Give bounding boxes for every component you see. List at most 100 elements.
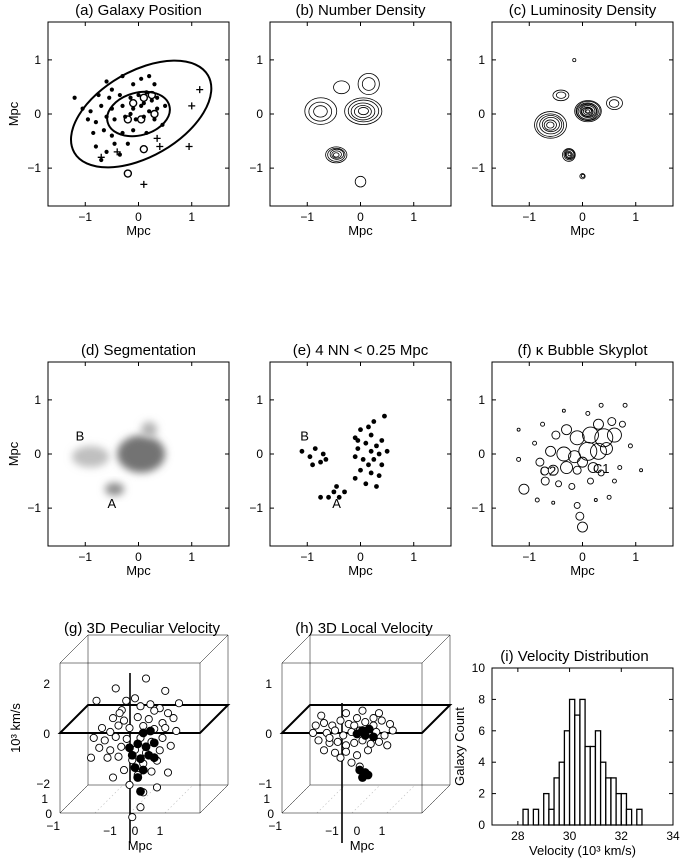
y-tick-label: 2 bbox=[478, 787, 485, 801]
y-axis-label: Mpc bbox=[6, 441, 21, 466]
x-tick-label: 34 bbox=[666, 829, 680, 843]
filled-galaxy-point bbox=[127, 750, 137, 760]
galaxy-dot bbox=[133, 117, 138, 122]
open-galaxy-point bbox=[139, 721, 148, 731]
grid-line bbox=[316, 784, 346, 814]
galaxy-dot bbox=[155, 106, 160, 111]
histogram-bar bbox=[574, 714, 581, 826]
galaxy-dot bbox=[101, 128, 106, 133]
contour-line bbox=[347, 99, 380, 123]
open-galaxy-point bbox=[136, 803, 145, 812]
box-edge bbox=[421, 784, 451, 814]
x-axis-label: Mpc bbox=[348, 563, 373, 578]
galaxy-dot bbox=[323, 457, 329, 462]
open-galaxy-point bbox=[314, 736, 323, 745]
galaxy-dot bbox=[318, 494, 323, 500]
y-tick-label: 1 bbox=[34, 53, 41, 67]
galaxy-dot bbox=[93, 144, 99, 149]
histogram-bar bbox=[522, 808, 529, 826]
kappa-bubble bbox=[587, 477, 594, 485]
chart-title-b: (b) Number Density bbox=[295, 2, 426, 19]
histogram-bar bbox=[599, 761, 607, 826]
filled-galaxy-point bbox=[125, 743, 134, 753]
kappa-bubble bbox=[556, 446, 572, 462]
galaxy-cross bbox=[140, 180, 148, 188]
contour-line bbox=[575, 100, 601, 122]
galaxy-dot bbox=[163, 103, 168, 108]
contour-ellipse bbox=[70, 59, 213, 169]
open-galaxy-point bbox=[122, 696, 131, 705]
galaxy-dot bbox=[355, 446, 361, 451]
filled-galaxy-point bbox=[133, 739, 143, 749]
open-galaxy-point bbox=[377, 716, 386, 725]
x-tick-label: 1 bbox=[410, 210, 417, 224]
contour-line bbox=[580, 173, 585, 178]
open-galaxy-point bbox=[325, 733, 334, 742]
galaxy-dot bbox=[144, 90, 149, 95]
histogram-bar bbox=[605, 777, 612, 826]
galaxy-dot bbox=[72, 95, 77, 100]
galaxy-dot bbox=[360, 457, 366, 462]
galaxy-dot bbox=[352, 454, 358, 460]
galaxy-dot bbox=[99, 103, 104, 108]
x-tick-label: 28 bbox=[511, 829, 525, 843]
contour-line bbox=[564, 149, 575, 160]
histogram-bar bbox=[568, 698, 576, 826]
open-galaxy-point bbox=[319, 719, 329, 728]
z-tick-label: 0 bbox=[43, 727, 50, 741]
galaxy-dot bbox=[91, 130, 96, 136]
galaxy-dot bbox=[318, 459, 323, 465]
segment-blob bbox=[71, 446, 110, 468]
filled-galaxy-point bbox=[138, 765, 148, 775]
open-galaxy-point bbox=[150, 706, 159, 715]
grid-line bbox=[94, 784, 124, 814]
y-tick-label: 0 bbox=[34, 107, 41, 121]
contour-line bbox=[333, 80, 350, 95]
contour-line bbox=[350, 102, 376, 121]
box-edge bbox=[281, 784, 311, 814]
segment-label: A bbox=[108, 496, 117, 511]
panel-i: (i) Velocity Distribution 28 30 32 34 0 2 4 6 8 10… bbox=[452, 648, 680, 858]
open-galaxy-point bbox=[141, 674, 151, 683]
open-galaxy-point bbox=[352, 714, 362, 723]
galaxy-dot bbox=[336, 494, 342, 500]
kappa-bubble bbox=[617, 465, 623, 470]
galaxy-dot bbox=[152, 117, 157, 122]
galaxy-dot bbox=[368, 448, 374, 454]
x-tick-label: −1 bbox=[325, 824, 339, 838]
contour-line bbox=[546, 121, 555, 129]
galaxy-dot bbox=[112, 117, 117, 122]
chart-title-g: (g) 3D Peculiar Velocity bbox=[64, 620, 220, 637]
y-axis-label: Galaxy Count bbox=[452, 707, 467, 786]
x-axis-label: Mpc bbox=[570, 563, 595, 578]
y-axis-label: 10³ km/s bbox=[8, 703, 23, 753]
x-axis-label: Mpc bbox=[350, 838, 375, 853]
y-tick-label: −1 bbox=[471, 161, 485, 175]
open-galaxy-point bbox=[114, 721, 123, 730]
open-galaxy-point bbox=[106, 746, 115, 755]
kappa-bubble bbox=[568, 483, 576, 490]
contour-line bbox=[555, 91, 567, 99]
z-tick-label: 1 bbox=[265, 677, 272, 691]
galaxy-dot bbox=[376, 473, 382, 479]
contour-line bbox=[562, 148, 576, 162]
open-galaxy-point bbox=[117, 742, 126, 751]
galaxy-dot bbox=[120, 74, 125, 79]
open-galaxy-point bbox=[108, 714, 118, 723]
kappa-bubble bbox=[582, 426, 599, 444]
open-galaxy-point bbox=[100, 736, 109, 745]
plot-frame-e bbox=[269, 361, 452, 547]
filled-galaxy-point bbox=[369, 732, 378, 742]
box-edge bbox=[281, 634, 311, 664]
kappa-bubble bbox=[606, 494, 612, 500]
galaxy-dot bbox=[382, 413, 387, 419]
galaxy-dot bbox=[334, 484, 339, 489]
galaxy-dot bbox=[331, 489, 337, 495]
open-galaxy-point bbox=[152, 783, 162, 792]
contour-line bbox=[563, 148, 576, 161]
galaxy-dot bbox=[120, 103, 125, 108]
chart-title-f: (f) κ Bubble Skyplot bbox=[517, 342, 648, 359]
kappa-bubble bbox=[627, 443, 633, 449]
